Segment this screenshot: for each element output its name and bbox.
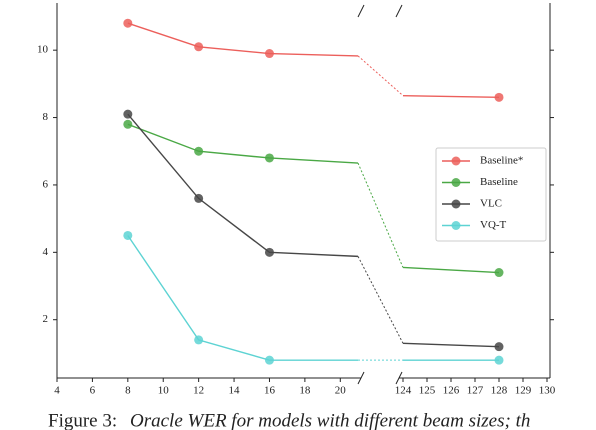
x-tick-label: 12 [193,385,204,397]
line-right [402,342,500,348]
marker [194,146,204,156]
x2-tick-label: 130 [539,385,556,397]
caption-text: Oracle WER for models with different bea… [130,410,530,430]
x2-tick-label: 126 [443,385,460,397]
legend-label: VLC [480,198,502,210]
legend-marker [451,178,461,187]
marker [494,268,504,278]
x2-tick-label: 129 [515,385,532,397]
legend-marker [451,156,461,166]
break-connector [357,162,404,268]
line-left [127,235,358,361]
y-tick-label: 2 [43,313,49,325]
line-left [127,22,359,57]
legend-marker [451,221,461,230]
marker [264,355,274,365]
line-left [127,113,359,258]
x-tick-label: 14 [229,385,241,397]
line-left [127,123,359,164]
break-connector [357,55,404,97]
y-tick-label: 8 [43,111,49,123]
legend-box [435,147,547,242]
x2-tick-label: 124 [395,385,412,397]
marker [494,355,504,365]
marker [123,109,133,119]
break-connector [357,256,404,344]
line-right [402,94,500,99]
marker [194,42,204,52]
marker [264,49,274,59]
marker [264,247,274,257]
marker [264,153,274,163]
y-tick-label: 4 [43,246,49,258]
break-mark [395,4,403,18]
x-tick-label: 8 [125,385,131,397]
x2-tick-label: 128 [491,385,508,397]
y-tick-label: 10 [37,44,49,56]
marker [494,342,504,352]
break-mark [395,371,403,385]
marker [194,335,204,345]
legend-label: Baseline* [480,155,523,167]
x-tick-label: 10 [158,385,170,397]
caption-label: Figure 3: [48,410,117,430]
legend-label: Baseline [480,176,518,188]
break-mark [357,371,365,385]
x2-tick-label: 127 [467,385,484,397]
marker [194,193,204,203]
x2-tick-label: 125 [419,385,436,397]
break-mark [357,4,365,18]
x-tick-label: 6 [90,385,96,397]
x-tick-label: 20 [335,385,347,397]
line-right [402,266,500,274]
marker [123,18,133,28]
y-tick-label: 6 [43,178,49,190]
x-tick-label: 16 [264,385,276,397]
legend-label: VQ-T [480,219,507,231]
legend-marker [451,199,461,209]
marker [123,230,133,240]
marker [494,92,504,102]
marker [123,119,133,129]
x-tick-label: 18 [299,385,311,397]
x-tick-label: 4 [54,385,60,397]
